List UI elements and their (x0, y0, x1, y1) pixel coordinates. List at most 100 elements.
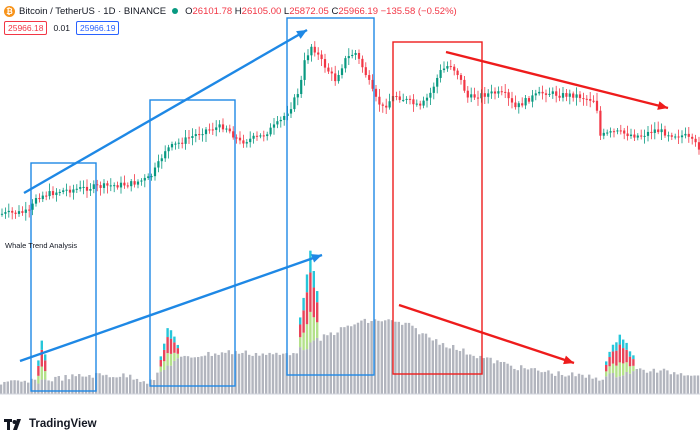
volume-bar (74, 376, 77, 394)
candle-body (344, 58, 347, 69)
candle-body (215, 127, 218, 130)
candle-body (276, 121, 279, 125)
candle-body (510, 98, 514, 103)
volume-bar-spike (611, 344, 615, 352)
volume-bar (475, 358, 479, 394)
candle-body (310, 46, 313, 56)
volume-bar (244, 350, 247, 394)
volume-bar (656, 372, 659, 394)
candle-body (412, 99, 415, 105)
volume-bar (554, 375, 557, 394)
candle-body (633, 134, 636, 138)
volume-bar (115, 377, 118, 394)
volume-bar (71, 374, 74, 394)
candle-body (160, 158, 163, 162)
volume-bar-spike (166, 328, 169, 338)
volume-bar (526, 369, 530, 394)
volume-bar (231, 354, 234, 394)
candle-body (361, 58, 364, 68)
volume-bar (547, 370, 550, 394)
volume-bar (499, 361, 502, 394)
indicator-title[interactable]: Whale Trend Analysis (5, 241, 78, 250)
volume-bar-whale (632, 359, 635, 366)
volume-bar (132, 379, 135, 394)
candle-body (599, 110, 602, 136)
candle-body (575, 94, 578, 98)
volume-bar (197, 356, 200, 394)
candle-body (619, 130, 622, 132)
volume-bar-whale (169, 338, 173, 354)
candle-body (368, 75, 371, 80)
volume-bar (139, 381, 142, 394)
volume-bar (489, 357, 492, 394)
sell-price-button[interactable]: 25966.18 (4, 21, 48, 35)
volume-bar (540, 372, 543, 394)
volume-bar (47, 380, 50, 394)
volume-bar (319, 340, 322, 394)
volume-bar (237, 353, 241, 394)
candle-body (208, 129, 211, 131)
candle-body (507, 92, 510, 99)
volume-bar (523, 368, 526, 394)
candle-body (354, 52, 357, 55)
volume-bar (254, 352, 258, 394)
volume-bar-accumulation (608, 366, 611, 374)
high-label: H (234, 5, 242, 17)
candle-body (561, 93, 565, 98)
volume-bar-whale (615, 350, 618, 366)
candle-body (517, 103, 520, 108)
candle-body (174, 143, 177, 145)
candle-body (262, 135, 265, 137)
volume-bar-spike (37, 360, 40, 366)
candle-body (21, 211, 24, 213)
price-row: 25966.18 0.01 25966.19 (4, 21, 120, 35)
volume-bar (377, 320, 380, 394)
volume-bar-accumulation (305, 324, 309, 350)
low-value: 25872.05 (289, 5, 329, 17)
volume-bar (166, 365, 169, 394)
volume-bar (401, 324, 404, 394)
volume-bar-whale (608, 357, 611, 367)
candle-body (334, 73, 337, 82)
candle-body (340, 68, 344, 75)
volume-bar (611, 373, 615, 394)
volume-bar (594, 377, 598, 394)
candle-body (320, 54, 323, 60)
candle-body (11, 210, 14, 213)
red-arrow-price-head (657, 101, 668, 110)
volume-bar (258, 355, 261, 394)
volume-bar (105, 374, 108, 394)
candle-body (568, 93, 571, 97)
volume-bar-spike (169, 330, 173, 339)
candle-body (153, 167, 157, 177)
candle-body (238, 137, 242, 141)
volume-bar (6, 381, 9, 394)
buy-price-button[interactable]: 25966.19 (76, 21, 120, 35)
volume-bar-accumulation (173, 352, 176, 361)
volume-bar-spike (299, 317, 302, 325)
candle-body (623, 130, 626, 134)
candle-body (249, 138, 252, 143)
volume-bar (101, 375, 105, 394)
volume-bar (316, 337, 319, 394)
volume-bar (625, 371, 628, 394)
candle-body (670, 135, 673, 137)
volume-bar (384, 320, 387, 394)
volume-bar (84, 376, 88, 394)
candle-body (99, 185, 102, 188)
candle-body (347, 56, 350, 59)
candle-body (82, 186, 85, 188)
tradingview-logo[interactable]: TradingView (4, 418, 97, 430)
volume-bar (16, 380, 20, 394)
symbol-title[interactable]: Bitcoin / TetherUS · 1D · BINANCE (19, 5, 167, 17)
candle-body (167, 147, 170, 152)
volume-bar (37, 383, 40, 394)
tradingview-logo-icon (4, 418, 21, 430)
volume-bar (537, 370, 540, 394)
candle-body (667, 135, 670, 137)
candle-body (4, 212, 7, 214)
candle-body (606, 132, 609, 134)
volume-bar-accumulation (176, 353, 179, 359)
